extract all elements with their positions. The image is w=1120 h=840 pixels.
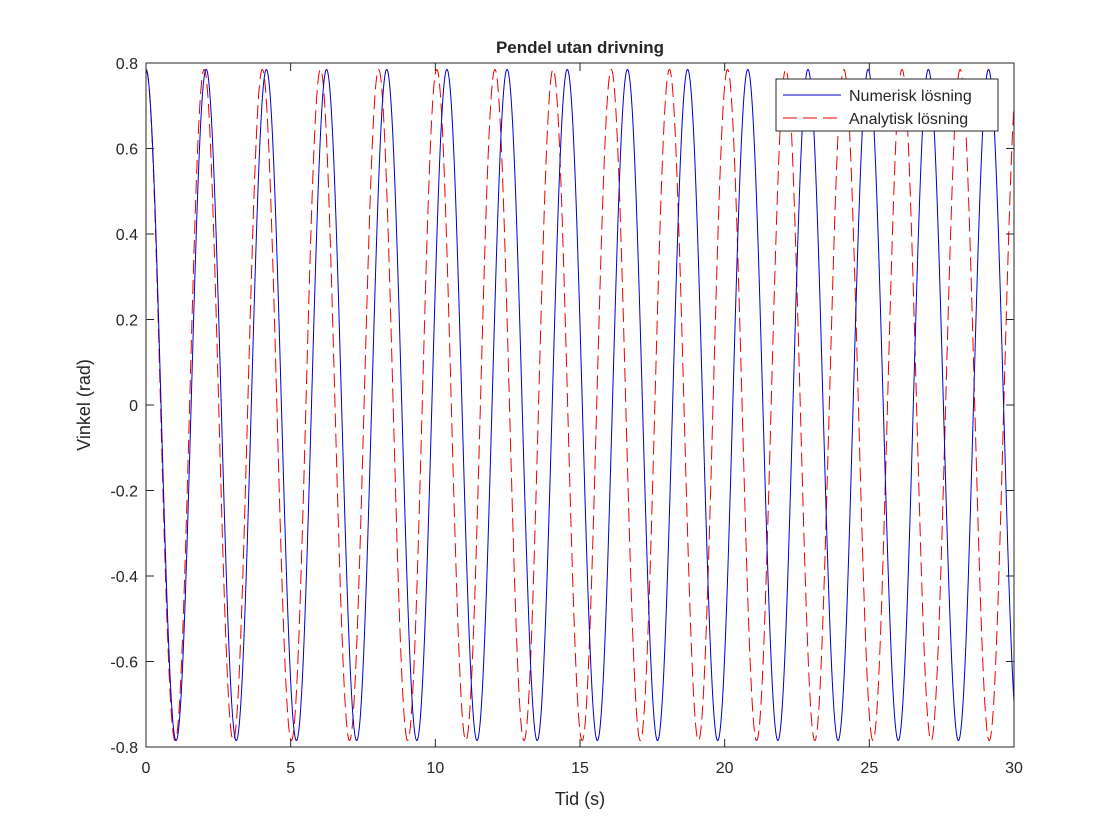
x-tick-label: 5 — [286, 760, 295, 777]
legend-box — [775, 78, 999, 132]
y-tick-label: 0 — [129, 398, 138, 415]
legend: Numerisk lösning Analytisk lösning — [775, 78, 999, 132]
y-tick-label: 0.2 — [116, 313, 138, 330]
legend-label-numerisk: Numerisk lösning — [849, 88, 972, 105]
y-tick-label: -0.2 — [110, 484, 138, 501]
x-tick-label: 25 — [860, 760, 878, 777]
x-tick-label: 20 — [716, 760, 734, 777]
y-tick-label: 0.8 — [116, 56, 138, 73]
y-tick-label: 0.4 — [116, 227, 138, 244]
x-axis: 0 5 10 15 20 25 30 — [142, 63, 1023, 777]
y-tick-label: -0.6 — [110, 655, 138, 672]
x-axis-label: Tid (s) — [555, 789, 605, 809]
y-axis-label: Vinkel (rad) — [74, 359, 94, 451]
chart-title: Pendel utan drivning — [496, 38, 664, 57]
x-tick-label: 15 — [571, 760, 589, 777]
y-tick-label: 0.6 — [116, 142, 138, 159]
legend-label-analytisk: Analytisk lösning — [849, 111, 968, 128]
y-tick-label: -0.8 — [110, 740, 138, 757]
plot-area — [146, 68, 1014, 742]
y-tick-label: -0.4 — [110, 569, 138, 586]
x-tick-label: 30 — [1005, 760, 1023, 777]
y-axis: -0.8 -0.6 -0.4 -0.2 0 0.2 0.4 0.6 0.8 — [110, 56, 1014, 757]
series-line-numerisk — [146, 68, 1014, 742]
x-tick-label: 0 — [142, 760, 151, 777]
x-tick-label: 10 — [426, 760, 444, 777]
axes-box — [145, 62, 1015, 748]
series-line-analytisk — [146, 68, 1014, 742]
